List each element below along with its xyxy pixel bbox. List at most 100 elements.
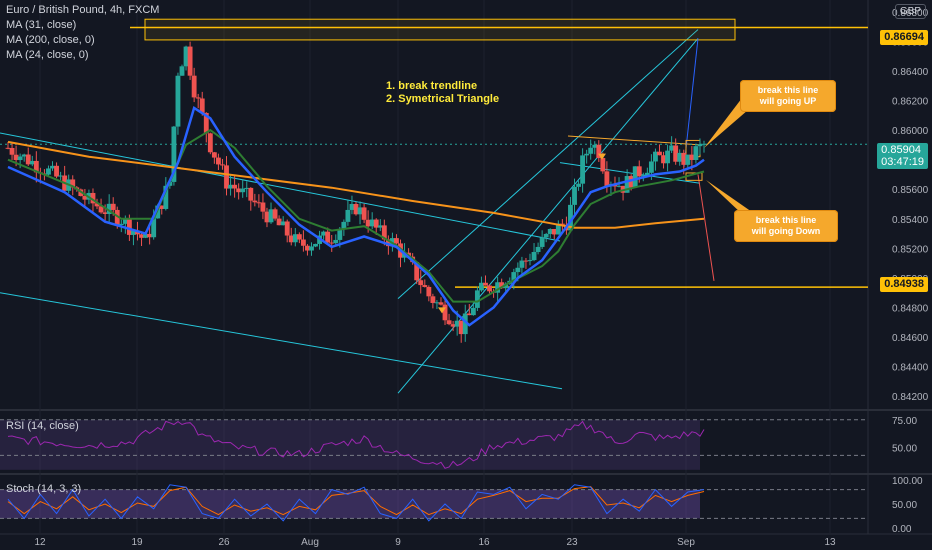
candle-body	[321, 231, 327, 236]
callout-down-line-1: break this line	[755, 215, 817, 225]
candle-body	[693, 146, 699, 160]
candle-body	[353, 203, 359, 215]
candle-body	[596, 144, 602, 159]
price-tick-label: 0.86200	[892, 97, 929, 108]
price-tick-label: 0.86400	[892, 67, 929, 78]
annotation-note: 1. break trendline 2. Symetrical Triangl…	[386, 80, 499, 106]
candle-body	[636, 166, 642, 177]
candle-body	[632, 166, 638, 188]
candle-body	[179, 66, 185, 76]
callout-up: break this line will going UP	[740, 80, 836, 112]
candle-body	[426, 286, 432, 297]
descending-channel-top	[0, 132, 561, 242]
candle-body	[248, 187, 254, 201]
candle-body	[260, 202, 266, 212]
candle-body	[653, 151, 658, 162]
candle-body	[244, 187, 250, 189]
ascending-channel-bottom	[397, 38, 699, 394]
candle-body	[361, 207, 367, 220]
candle-body	[661, 155, 666, 164]
candle-body	[126, 218, 132, 235]
candle-body	[82, 196, 88, 200]
descending-channel-bottom	[0, 292, 563, 390]
candle-body	[685, 154, 691, 165]
symbol-title[interactable]: Euro / British Pound, 4h, FXCM	[6, 4, 160, 16]
projection-down-arrow	[697, 174, 715, 281]
candle-body	[21, 154, 27, 157]
candle-body	[171, 126, 177, 182]
candle-body	[13, 154, 19, 161]
candle-body	[236, 188, 242, 193]
candle-body	[458, 320, 464, 335]
candle-body	[325, 231, 331, 243]
candle-body	[519, 260, 525, 268]
ma200-legend[interactable]: MA (200, close, 0)	[6, 34, 95, 46]
candle-body	[98, 206, 104, 213]
candle-body	[284, 221, 290, 236]
candle-body	[122, 218, 128, 224]
time-tick-label: 13	[824, 537, 836, 548]
candle-body	[329, 242, 335, 244]
currency-badge[interactable]: GBP	[894, 4, 926, 19]
candle-body	[470, 307, 476, 316]
overlays	[438, 153, 606, 314]
candle-body	[25, 154, 31, 165]
moving-averages	[7, 105, 705, 327]
candle-body	[669, 145, 675, 151]
candle-body	[309, 246, 314, 251]
candle-body	[211, 152, 217, 158]
time-tick-label: 23	[566, 537, 578, 548]
candle-body	[422, 285, 428, 287]
price-scale	[868, 0, 932, 550]
candle-body	[515, 267, 521, 273]
candle-body	[256, 202, 262, 204]
callout-down-pointer	[706, 180, 752, 214]
candle-body	[232, 184, 238, 189]
symbol-legend: Euro / British Pound, 4h, FXCM MA (31, c…	[6, 3, 159, 63]
candle-body	[543, 233, 549, 238]
stoch-legend[interactable]: Stoch (14, 3, 3)	[6, 483, 82, 495]
candle-body	[418, 280, 424, 286]
price-grid	[39, 0, 831, 534]
support-price-tag: 0.84938	[880, 277, 928, 292]
candle-body	[701, 143, 707, 145]
last-price-tag: 0.85904 03:47:19	[877, 143, 928, 169]
ma31-line	[7, 105, 705, 327]
candle-body	[147, 233, 153, 238]
candle-body	[555, 223, 561, 235]
candle-body	[580, 155, 586, 184]
price-tick-label: 0.85600	[892, 185, 929, 196]
candle-body	[5, 147, 11, 149]
candle-body	[600, 158, 606, 172]
ma31-legend[interactable]: MA (31, close)	[6, 19, 77, 31]
rsi-legend[interactable]: RSI (14, close)	[6, 420, 79, 432]
ascending-channel-top	[397, 29, 699, 299]
candle-body	[559, 223, 565, 225]
rsi-line	[7, 420, 705, 469]
candle-body	[572, 186, 577, 205]
callout-up-line-2: will going UP	[759, 96, 817, 106]
candle-body	[90, 192, 96, 204]
ma24-legend[interactable]: MA (24, close, 0)	[6, 49, 89, 61]
candle-body	[523, 260, 529, 262]
note-line-2: 2. Symetrical Triangle	[386, 93, 500, 105]
candle-body	[33, 160, 39, 173]
candle-body	[394, 238, 399, 244]
time-tick-label: 12	[34, 537, 46, 548]
candle-body	[466, 313, 472, 316]
candle-body	[272, 209, 278, 219]
candle-body	[207, 133, 213, 153]
chart-drawings	[0, 18, 868, 394]
candle-body	[345, 209, 351, 222]
candle-body	[151, 218, 157, 238]
candle-body	[46, 168, 51, 175]
candle-body	[499, 282, 505, 289]
candle-body	[264, 211, 270, 223]
candle-body	[288, 235, 294, 243]
candle-body	[434, 302, 440, 304]
candle-body	[531, 252, 537, 261]
candle-body	[624, 176, 630, 193]
candle-body	[381, 225, 387, 240]
candle-body	[341, 221, 347, 230]
